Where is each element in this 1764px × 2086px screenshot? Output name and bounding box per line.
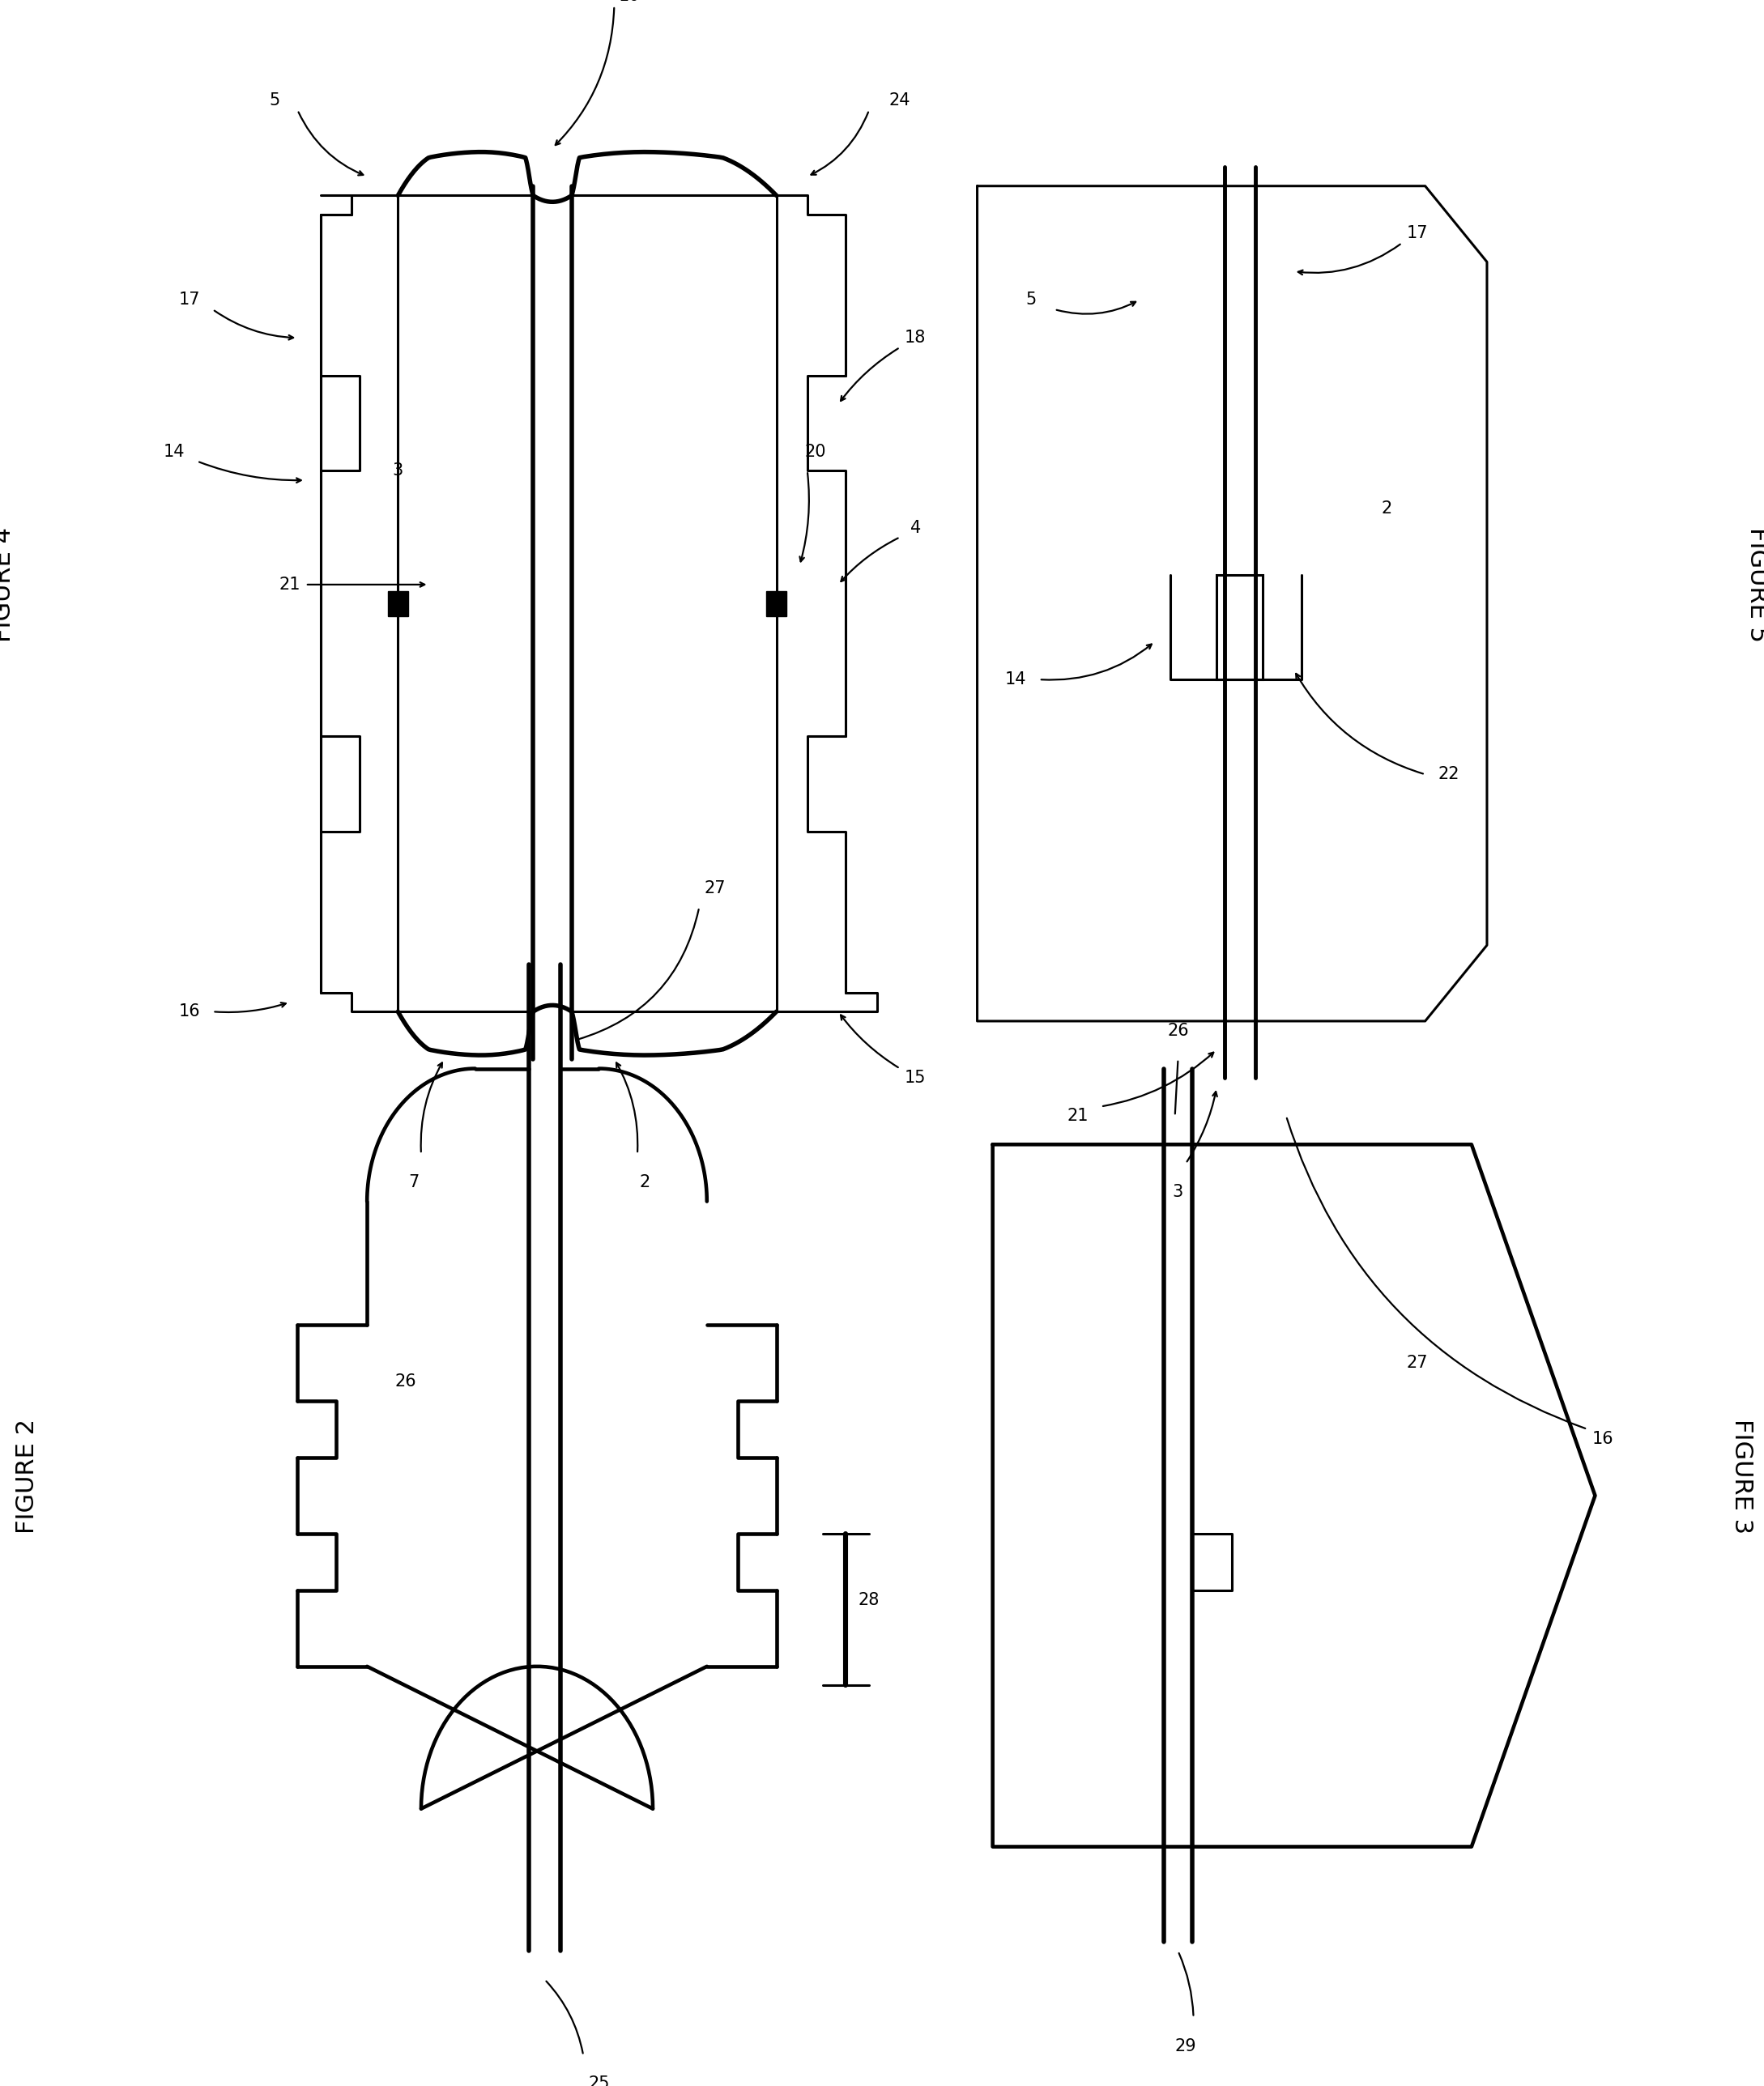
Text: 21: 21 <box>279 576 300 592</box>
Text: 7: 7 <box>407 1174 418 1191</box>
Text: 24: 24 <box>889 92 910 108</box>
Text: 17: 17 <box>1406 225 1429 242</box>
Text: FIGURE 5: FIGURE 5 <box>1746 528 1764 642</box>
Text: 2: 2 <box>1381 501 1392 517</box>
Bar <box>766 590 787 615</box>
Text: 3: 3 <box>393 463 404 480</box>
Text: 14: 14 <box>164 444 185 459</box>
Text: 2: 2 <box>640 1174 651 1191</box>
Text: 5: 5 <box>268 92 280 108</box>
Text: 10: 10 <box>619 0 640 4</box>
Text: FIGURE 3: FIGURE 3 <box>1730 1418 1753 1533</box>
Text: 27: 27 <box>1406 1354 1429 1371</box>
Text: 4: 4 <box>910 519 921 536</box>
Text: 15: 15 <box>905 1070 926 1087</box>
Bar <box>1217 576 1263 680</box>
Text: 5: 5 <box>1027 292 1037 309</box>
Text: 25: 25 <box>587 2076 610 2086</box>
Text: 21: 21 <box>1067 1108 1088 1124</box>
Text: 14: 14 <box>1005 672 1027 688</box>
Text: 26: 26 <box>395 1373 416 1389</box>
Text: 16: 16 <box>178 1003 199 1020</box>
Text: 3: 3 <box>1173 1185 1184 1199</box>
Text: 27: 27 <box>704 880 725 897</box>
Text: FIGURE 2: FIGURE 2 <box>16 1418 39 1533</box>
Text: FIGURE 4: FIGURE 4 <box>0 528 16 642</box>
Bar <box>388 590 407 615</box>
Text: 20: 20 <box>804 444 826 459</box>
Text: 17: 17 <box>178 292 199 309</box>
Text: 16: 16 <box>1593 1431 1614 1448</box>
Text: 18: 18 <box>905 330 926 346</box>
Text: 26: 26 <box>1168 1022 1189 1039</box>
Text: 22: 22 <box>1438 766 1459 782</box>
Text: 28: 28 <box>859 1592 880 1608</box>
Text: 29: 29 <box>1175 2038 1196 2055</box>
